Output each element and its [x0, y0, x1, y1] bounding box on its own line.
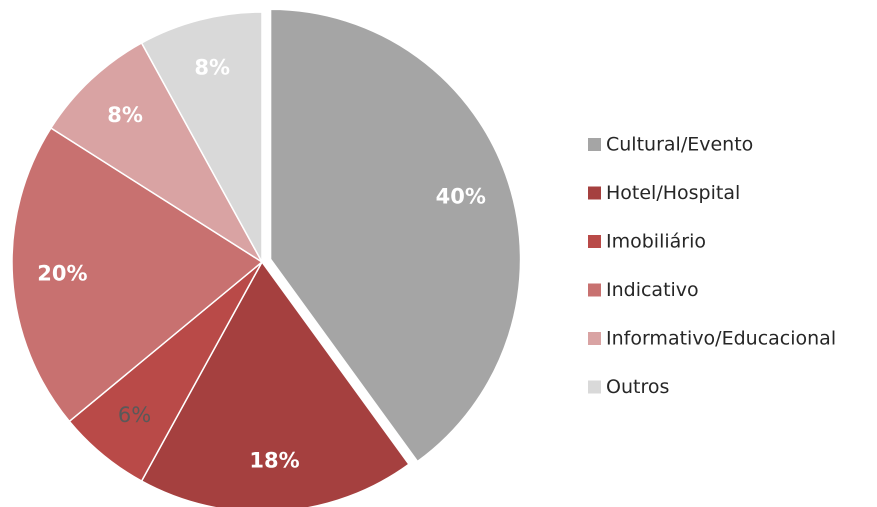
- value-label: 20%: [37, 262, 87, 286]
- legend-swatch: [588, 380, 601, 394]
- legend-swatch: [588, 332, 601, 345]
- legend-label: Indicativo: [606, 279, 699, 301]
- pie-slice: [11, 127, 264, 423]
- value-label: 40%: [436, 184, 486, 208]
- legend-swatch: [588, 186, 601, 200]
- legend-swatch: [588, 235, 601, 248]
- value-label: 8%: [107, 103, 143, 127]
- legend-label: Imobiliário: [606, 231, 706, 253]
- legend-swatch: [588, 138, 601, 151]
- legend-label: Outros: [606, 376, 669, 398]
- legend-label: Hotel/Hospital: [606, 182, 740, 204]
- pie-slice: [140, 11, 263, 263]
- value-label: 18%: [249, 449, 299, 473]
- pie-slice: [140, 260, 410, 507]
- legend-label: Informativo/Educacional: [606, 328, 836, 350]
- legend-label: Cultural/Evento: [606, 134, 753, 156]
- value-label: 6%: [118, 403, 151, 427]
- legend-swatch: [588, 283, 601, 297]
- pie-slice: [269, 8, 522, 463]
- pie-slice: [49, 41, 263, 263]
- value-label: 8%: [194, 55, 230, 79]
